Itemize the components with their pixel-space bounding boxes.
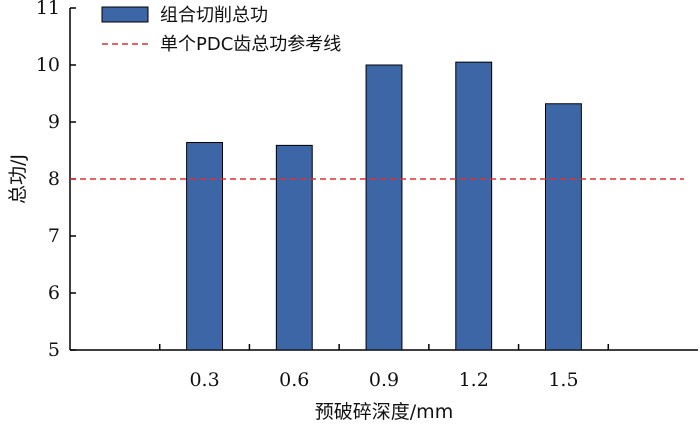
y-tick-label: 7 xyxy=(48,225,60,247)
x-tick-label: 0.6 xyxy=(279,369,309,391)
legend-label-line: 单个PDC齿总功参考线 xyxy=(160,34,341,55)
bar xyxy=(365,64,403,351)
bar xyxy=(544,103,582,351)
y-tick-label: 5 xyxy=(48,339,60,361)
x-tick-label: 1.5 xyxy=(548,369,578,391)
x-axis-title: 预破碎深度/mm xyxy=(315,401,453,423)
y-tick-label: 6 xyxy=(48,282,60,304)
x-ticks: 0.3 0.6 0.9 1.2 1.5 xyxy=(158,344,610,391)
legend-label-bar: 组合切削总功 xyxy=(160,5,268,26)
bar xyxy=(275,144,313,351)
bars xyxy=(186,61,582,351)
legend-swatch-bar xyxy=(101,6,149,23)
legend: 组合切削总功 单个PDC齿总功参考线 xyxy=(101,5,341,55)
x-tick-label: 0.3 xyxy=(189,369,219,391)
y-ticks: 5 6 7 8 9 10 11 xyxy=(36,0,76,361)
bar xyxy=(455,61,493,351)
y-tick-label: 9 xyxy=(48,111,60,133)
y-axis-title: 总功/J xyxy=(7,154,29,204)
bar xyxy=(186,142,224,351)
y-tick-label: 8 xyxy=(48,168,60,190)
y-tick-label: 11 xyxy=(36,0,60,19)
x-tick-label: 1.2 xyxy=(459,369,489,391)
x-tick-label: 0.9 xyxy=(369,369,399,391)
y-tick-label: 10 xyxy=(36,54,60,76)
